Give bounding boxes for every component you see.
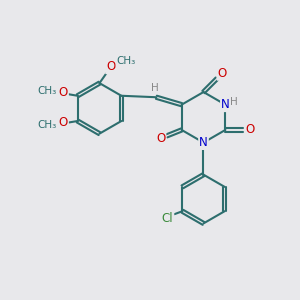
Text: O: O — [59, 86, 68, 99]
Text: N: N — [199, 136, 208, 149]
Text: O: O — [245, 123, 254, 136]
Text: O: O — [218, 67, 227, 80]
Text: H: H — [230, 97, 238, 107]
Text: CH₃: CH₃ — [38, 121, 57, 130]
Text: O: O — [59, 116, 68, 129]
Text: H: H — [151, 83, 159, 93]
Text: O: O — [106, 60, 116, 73]
Text: Cl: Cl — [162, 212, 173, 225]
Text: CH₃: CH₃ — [117, 56, 136, 66]
Text: N: N — [221, 98, 230, 111]
Text: CH₃: CH₃ — [38, 86, 57, 96]
Text: O: O — [156, 132, 165, 146]
